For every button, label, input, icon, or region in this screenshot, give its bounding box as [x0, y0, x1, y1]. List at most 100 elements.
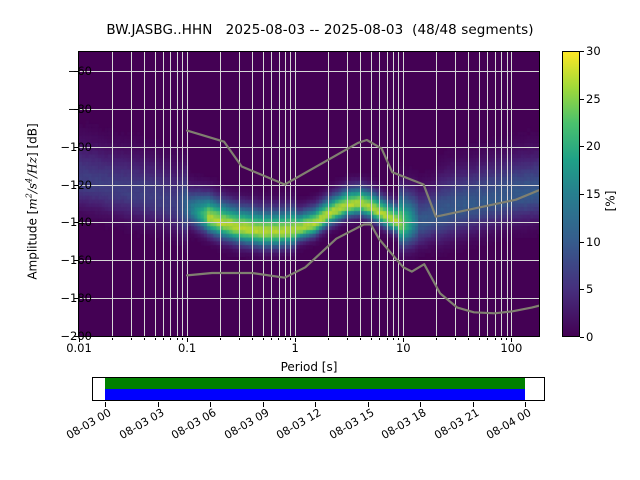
x-axis-tick-mark — [295, 338, 297, 342]
x-axis-tick-mark — [79, 338, 80, 342]
grid-line-vertical — [403, 52, 405, 336]
colorbar-tick-label: 0 — [586, 330, 594, 344]
y-axis-tick-mark — [74, 146, 78, 148]
timeline-tick-label: 08-04 00 — [484, 406, 534, 442]
grid-line-horizontal — [79, 108, 539, 110]
x-axis-tick-mark — [187, 338, 189, 342]
coverage-bar-blue — [105, 389, 525, 400]
y-axis-label-prefix: Amplitude [ — [25, 209, 40, 280]
y-axis-tick-mark — [74, 336, 78, 337]
x-axis-minor-tick — [262, 338, 264, 340]
grid-line-vertical — [468, 52, 470, 336]
grid-line-vertical — [154, 52, 156, 336]
noise-model-nlnm — [185, 223, 539, 315]
y-axis-tick-mark — [74, 108, 78, 110]
grid-line-vertical — [478, 52, 480, 336]
x-axis-minor-tick — [506, 338, 508, 340]
x-axis-label: Period [s] — [280, 360, 338, 374]
x-axis-minor-tick — [154, 338, 156, 340]
ppsd-axes — [78, 51, 540, 337]
x-axis-minor-tick — [176, 338, 178, 340]
x-axis-minor-tick — [346, 338, 348, 340]
x-axis-tick-label: 0.01 — [66, 341, 92, 355]
x-axis-minor-tick — [130, 338, 132, 340]
colorbar-label: [%] — [603, 190, 618, 212]
grid-line-vertical — [295, 52, 297, 336]
x-axis-minor-tick — [327, 338, 329, 340]
x-axis-minor-tick — [487, 338, 489, 340]
grid-line-vertical — [176, 52, 178, 336]
x-axis-minor-tick — [111, 338, 113, 340]
grid-line-vertical — [182, 52, 184, 336]
grid-line-vertical — [346, 52, 348, 336]
grid-line-vertical — [487, 52, 489, 336]
colorbar-tick-mark — [580, 241, 584, 243]
y-axis-tick-label: −80 — [67, 101, 92, 116]
x-axis-minor-tick — [163, 338, 165, 340]
timeline-tick-label: 08-03 00 — [64, 406, 114, 442]
grid-line-vertical — [435, 52, 437, 336]
x-axis-minor-tick — [379, 338, 381, 340]
x-axis-minor-tick — [219, 338, 221, 340]
page-title: BW.JASBG..HHN 2025-08-03 -- 2025-08-03 (… — [106, 22, 534, 38]
x-axis-minor-tick — [252, 338, 254, 340]
y-axis-tick-mark — [74, 260, 78, 262]
colorbar-tick-label: 10 — [586, 234, 601, 249]
grid-line-vertical — [494, 52, 496, 336]
timeline-tick-label: 08-03 09 — [221, 406, 271, 442]
colorbar-tick-mark — [580, 98, 584, 100]
grid-line-vertical — [511, 52, 513, 336]
timeline-tick-mark — [472, 402, 474, 407]
timeline-tick-mark — [262, 402, 264, 407]
colorbar-tick-label: 15 — [586, 187, 601, 201]
y-axis-tick-mark — [74, 222, 78, 224]
x-axis-tick-label: 1 — [291, 341, 299, 355]
grid-line-vertical — [284, 52, 286, 336]
x-axis-minor-tick — [398, 338, 400, 340]
colorbar-tick-label: 5 — [586, 282, 594, 297]
coverage-timeline — [92, 377, 545, 401]
x-axis-tick-mark — [403, 338, 405, 342]
grid-line-vertical — [506, 52, 508, 336]
colorbar-tick-label: 20 — [586, 139, 601, 154]
colorbar-tick-mark — [580, 337, 584, 338]
grid-line-vertical — [130, 52, 132, 336]
ppsd-plot-area — [79, 52, 539, 336]
colorbar-tick-mark — [580, 194, 584, 195]
grid-line-vertical — [238, 52, 240, 336]
grid-line-vertical — [370, 52, 372, 336]
x-axis-minor-tick — [238, 338, 240, 340]
noise-model-nhnm — [185, 129, 539, 218]
x-axis-minor-tick — [454, 338, 456, 340]
grid-line-horizontal — [79, 260, 539, 262]
x-axis-minor-tick — [182, 338, 184, 340]
x-axis-minor-tick — [468, 338, 470, 340]
grid-line-vertical — [454, 52, 456, 336]
grid-line-vertical — [252, 52, 254, 336]
y-axis-tick-label: −60 — [67, 63, 92, 78]
colorbar-tick-label: 30 — [586, 44, 601, 58]
x-axis-minor-tick — [271, 338, 273, 340]
x-axis-minor-tick — [290, 338, 292, 340]
y-axis-label: Amplitude [m2/s4/Hz] [dB] — [25, 82, 40, 322]
x-axis-minor-tick — [360, 338, 362, 340]
y-axis-tick-mark — [74, 184, 78, 186]
y-axis-tick-mark — [74, 70, 78, 72]
grid-line-vertical — [360, 52, 362, 336]
grid-line-vertical — [500, 52, 502, 336]
grid-line-vertical — [144, 52, 146, 336]
x-axis-minor-tick — [435, 338, 437, 340]
grid-line-vertical — [187, 52, 189, 336]
colorbar-tick-mark — [580, 51, 584, 52]
y-axis-tick-mark — [74, 298, 78, 300]
y-axis-label-math: m2/s4/Hz — [24, 157, 40, 210]
grid-line-vertical — [163, 52, 165, 336]
timeline-tick-label: 08-03 06 — [169, 406, 219, 442]
colorbar — [562, 51, 580, 337]
x-axis-minor-tick — [370, 338, 372, 340]
x-axis-tick-label: 10 — [395, 341, 411, 355]
grid-line-horizontal — [79, 184, 539, 186]
y-axis-label-suffix: ] [dB] — [25, 123, 40, 158]
grid-line-vertical — [398, 52, 400, 336]
coverage-bar-green — [105, 378, 525, 389]
